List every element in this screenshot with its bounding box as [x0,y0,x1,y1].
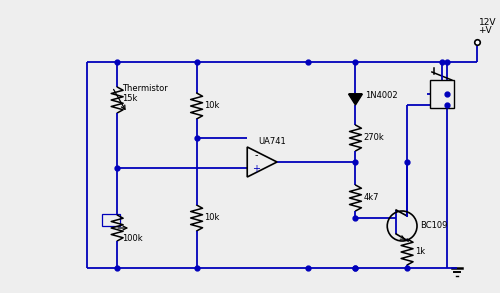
Text: 12V: 12V [478,18,496,27]
Text: +V: +V [478,26,492,35]
Text: 15k: 15k [122,94,138,103]
Text: 4k7: 4k7 [364,193,379,202]
Text: Thermistor: Thermistor [122,84,168,93]
Text: BC109: BC109 [420,222,448,231]
Text: 1N4002: 1N4002 [366,91,398,100]
Bar [430,80,454,108]
Text: 1k: 1k [415,248,425,256]
Text: +: + [252,164,260,174]
Text: UA741: UA741 [258,137,286,146]
Text: 270k: 270k [364,134,384,142]
Text: 10k: 10k [204,101,220,110]
Text: -: - [254,150,258,160]
Text: 100k: 100k [122,234,143,243]
Text: 10k: 10k [204,214,220,222]
Polygon shape [348,94,362,105]
Bar [102,214,120,226]
